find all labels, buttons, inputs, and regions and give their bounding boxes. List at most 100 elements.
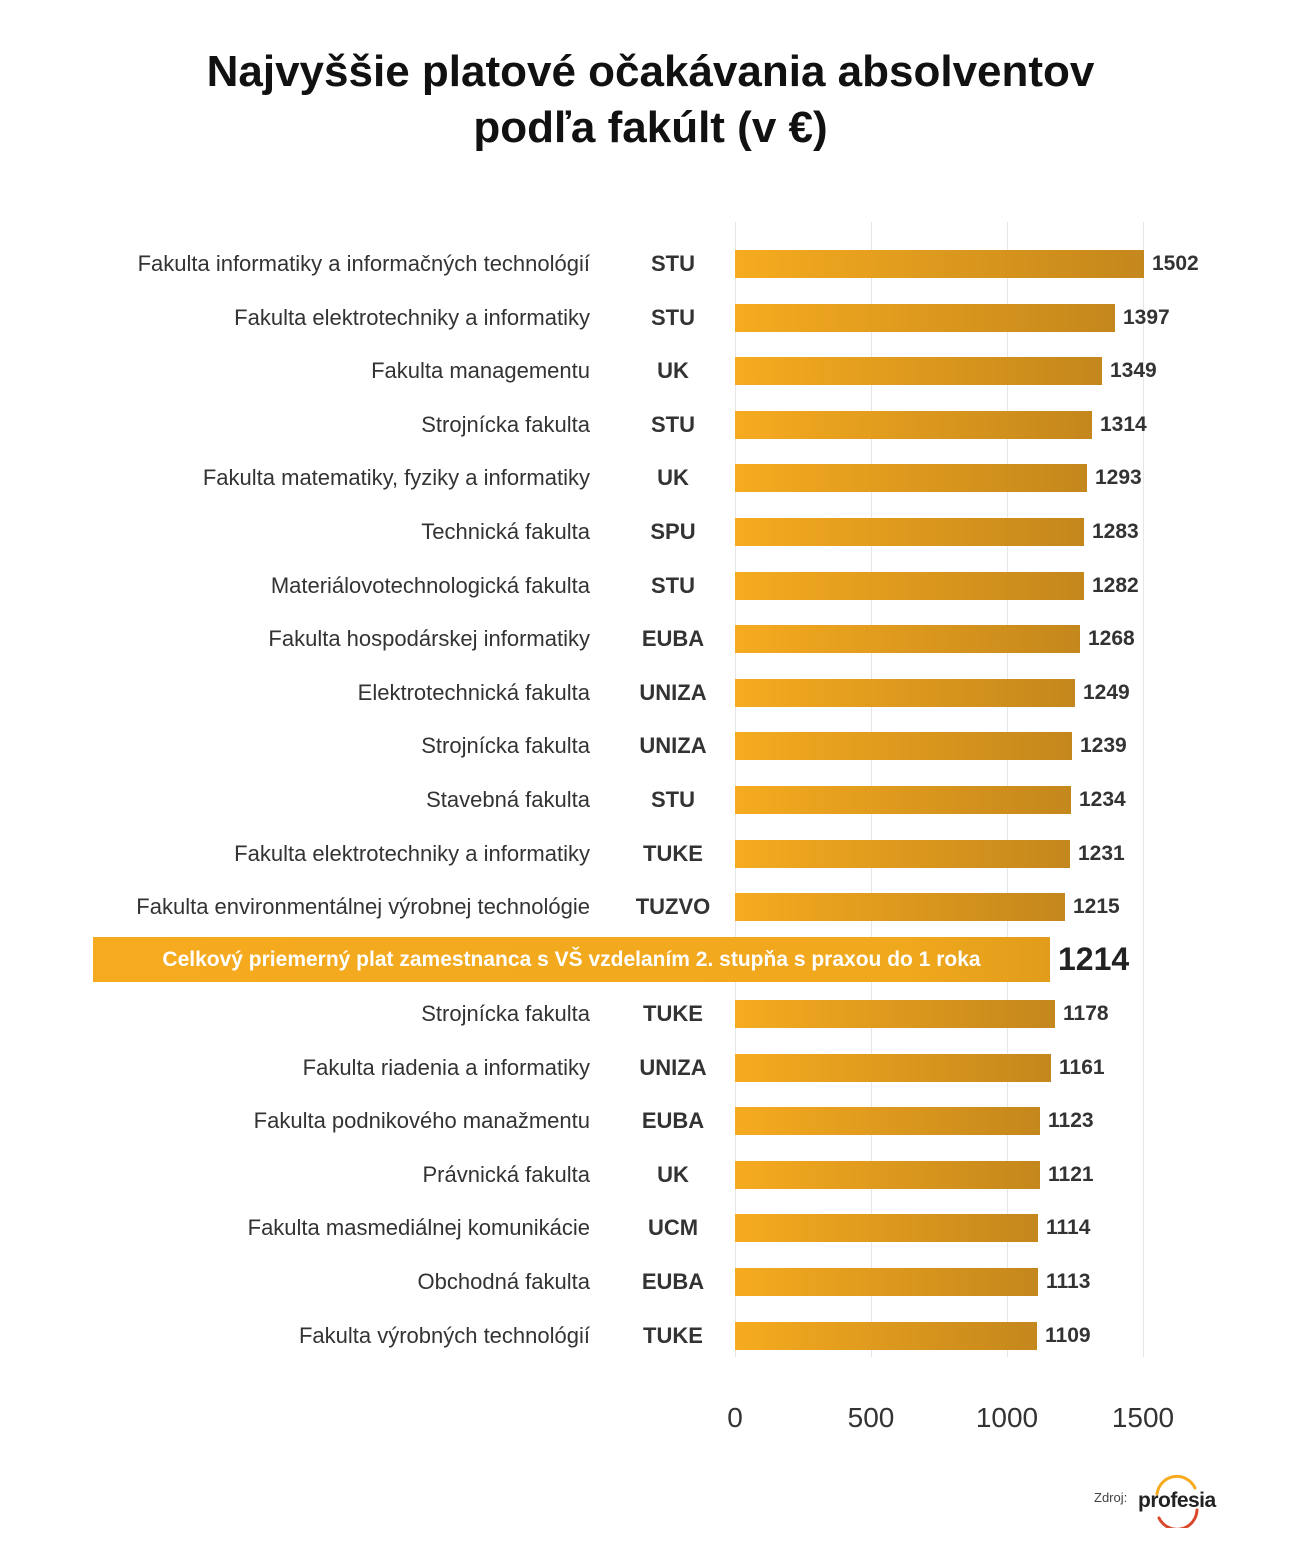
faculty-label: Fakulta managementu	[371, 358, 590, 383]
university-label: TUKE	[643, 1001, 703, 1026]
bar-row: Strojnícka fakulta UNIZA 1239	[0, 732, 1301, 760]
bar-value-label: 1114	[1046, 1216, 1091, 1239]
bar	[735, 625, 1080, 653]
x-tick-label: 1500	[1111, 1402, 1175, 1433]
university-label: TUZVO	[635, 894, 711, 919]
x-tick-label: 1000	[975, 1402, 1039, 1433]
university-label: UNIZA	[639, 1055, 707, 1080]
bar	[735, 250, 1144, 278]
gridline	[1143, 222, 1144, 1357]
bar-value-label: 1161	[1059, 1056, 1105, 1079]
university-label: UCM	[647, 1215, 699, 1240]
faculty-label: Fakulta elektrotechniky a informatiky	[234, 841, 590, 866]
bar-row: Materiálovotechnologická fakulta STU 1282	[0, 572, 1301, 600]
bar-row: Fakulta hospodárskej informatiky EUBA 1268	[0, 625, 1301, 653]
university-label: EUBA	[641, 626, 705, 651]
bar	[735, 1107, 1040, 1135]
bar	[735, 786, 1071, 814]
faculty-label: Právnická fakulta	[422, 1162, 590, 1187]
bar-value-label: 1268	[1088, 627, 1135, 650]
bar-row: Elektrotechnická fakulta UNIZA 1249	[0, 679, 1301, 707]
faculty-label: Fakulta environmentálnej výrobnej techno…	[136, 894, 590, 919]
chart-title-line-1: Najvyššie platové očakávania absolventov	[206, 47, 1095, 96]
faculty-label: Fakulta matematiky, fyziky a informatiky	[202, 465, 590, 490]
university-label: STU	[651, 573, 695, 598]
faculty-label: Fakulta hospodárskej informatiky	[268, 626, 590, 651]
bar-value-label: 1113	[1046, 1270, 1091, 1293]
bar	[735, 679, 1075, 707]
average-salary-label: Celkový priemerný plat zamestnanca s VŠ …	[162, 948, 981, 971]
bar-value-label: 1397	[1123, 306, 1170, 329]
bar-row: Fakulta elektrotechniky a informatiky STU…	[0, 304, 1301, 332]
profesia-logo-icon	[1155, 1474, 1199, 1528]
university-label: TUKE	[643, 1323, 703, 1348]
source-label: Zdroj:	[1094, 1490, 1128, 1505]
bar-row: Fakulta managementu UK 1349	[0, 357, 1301, 385]
bar-row: Fakulta masmediálnej komunikácie UCM 1114	[0, 1214, 1301, 1242]
bar-value-label: 1123	[1048, 1109, 1094, 1132]
bar-value-label: 1121	[1048, 1163, 1094, 1186]
bar-row: Fakulta výrobných technológií TUKE 1109	[0, 1322, 1301, 1350]
bar-row: Obchodná fakulta EUBA 1113	[0, 1268, 1301, 1296]
bar	[735, 893, 1065, 921]
bar-row: Fakulta matematiky, fyziky a informatiky…	[0, 464, 1301, 492]
faculty-label: Stavebná fakulta	[426, 787, 590, 812]
bar	[735, 1214, 1038, 1242]
bar	[735, 411, 1092, 439]
university-label: UNIZA	[639, 680, 707, 705]
bar-row: Fakulta riadenia a informatiky UNIZA 1161	[0, 1054, 1301, 1082]
bar-value-label: 1249	[1083, 681, 1130, 704]
chart-title-line-2: podľa fakúlt (v €)	[473, 103, 828, 152]
bar	[735, 840, 1070, 868]
bar-value-label: 1502	[1152, 252, 1199, 275]
bar-value-label: 1234	[1079, 788, 1126, 811]
x-tick-label: 0	[727, 1402, 743, 1433]
bar-row: Strojnícka fakulta STU 1314	[0, 411, 1301, 439]
bar-row: Strojnícka fakulta TUKE 1178	[0, 1000, 1301, 1028]
bar	[735, 1054, 1051, 1082]
faculty-label: Strojnícka fakulta	[421, 412, 590, 437]
university-label: STU	[651, 787, 695, 812]
average-salary-bar	[93, 937, 1050, 982]
bar	[735, 572, 1084, 600]
chart-title: Najvyššie platové očakávania absolventov…	[0, 44, 1301, 156]
university-label: STU	[651, 251, 695, 276]
bar-row: Právnická fakulta UK 1121	[0, 1161, 1301, 1189]
faculty-label: Technická fakulta	[421, 519, 590, 544]
bar	[735, 1161, 1040, 1189]
bar	[735, 304, 1115, 332]
university-label: UK	[657, 1162, 689, 1187]
bar	[735, 464, 1087, 492]
bar	[735, 357, 1102, 385]
bar-value-label: 1293	[1095, 466, 1142, 489]
faculty-label: Fakulta výrobných technológií	[298, 1323, 590, 1348]
bar-row: Fakulta informatiky a informačných techn…	[0, 250, 1301, 278]
university-label: TUKE	[643, 841, 703, 866]
university-label: UK	[657, 358, 689, 383]
faculty-label: Fakulta informatiky a informačných techn…	[137, 251, 590, 276]
bar-row: Fakulta podnikového manažmentu EUBA 1123	[0, 1107, 1301, 1135]
bar-value-label: 1239	[1080, 734, 1127, 757]
faculty-label: Obchodná fakulta	[417, 1269, 590, 1294]
university-label: STU	[651, 305, 695, 330]
bar-value-label: 1215	[1073, 895, 1120, 918]
university-label: SPU	[650, 519, 696, 544]
bar	[735, 518, 1084, 546]
faculty-label: Fakulta masmediálnej komunikácie	[247, 1215, 590, 1240]
bar	[735, 1268, 1038, 1296]
bar-value-label: 1231	[1078, 842, 1125, 865]
bar-row: Technická fakulta SPU 1283	[0, 518, 1301, 546]
faculty-label: Fakulta elektrotechniky a informatiky	[234, 305, 590, 330]
faculty-label: Strojnícka fakulta	[421, 733, 590, 758]
faculty-label: Strojnícka fakulta	[421, 1001, 590, 1026]
university-label: EUBA	[641, 1108, 705, 1133]
bar-value-label: 1349	[1110, 359, 1157, 382]
faculty-label: Fakulta riadenia a informatiky	[302, 1055, 590, 1080]
bar-value-label: 1282	[1092, 574, 1139, 597]
bar	[735, 732, 1072, 760]
bar-value-label: 1314	[1100, 413, 1147, 436]
average-salary-value: 1214	[1058, 941, 1130, 977]
bar	[735, 1000, 1055, 1028]
x-tick-label: 500	[847, 1402, 895, 1433]
bar-value-label: 1178	[1063, 1002, 1109, 1025]
